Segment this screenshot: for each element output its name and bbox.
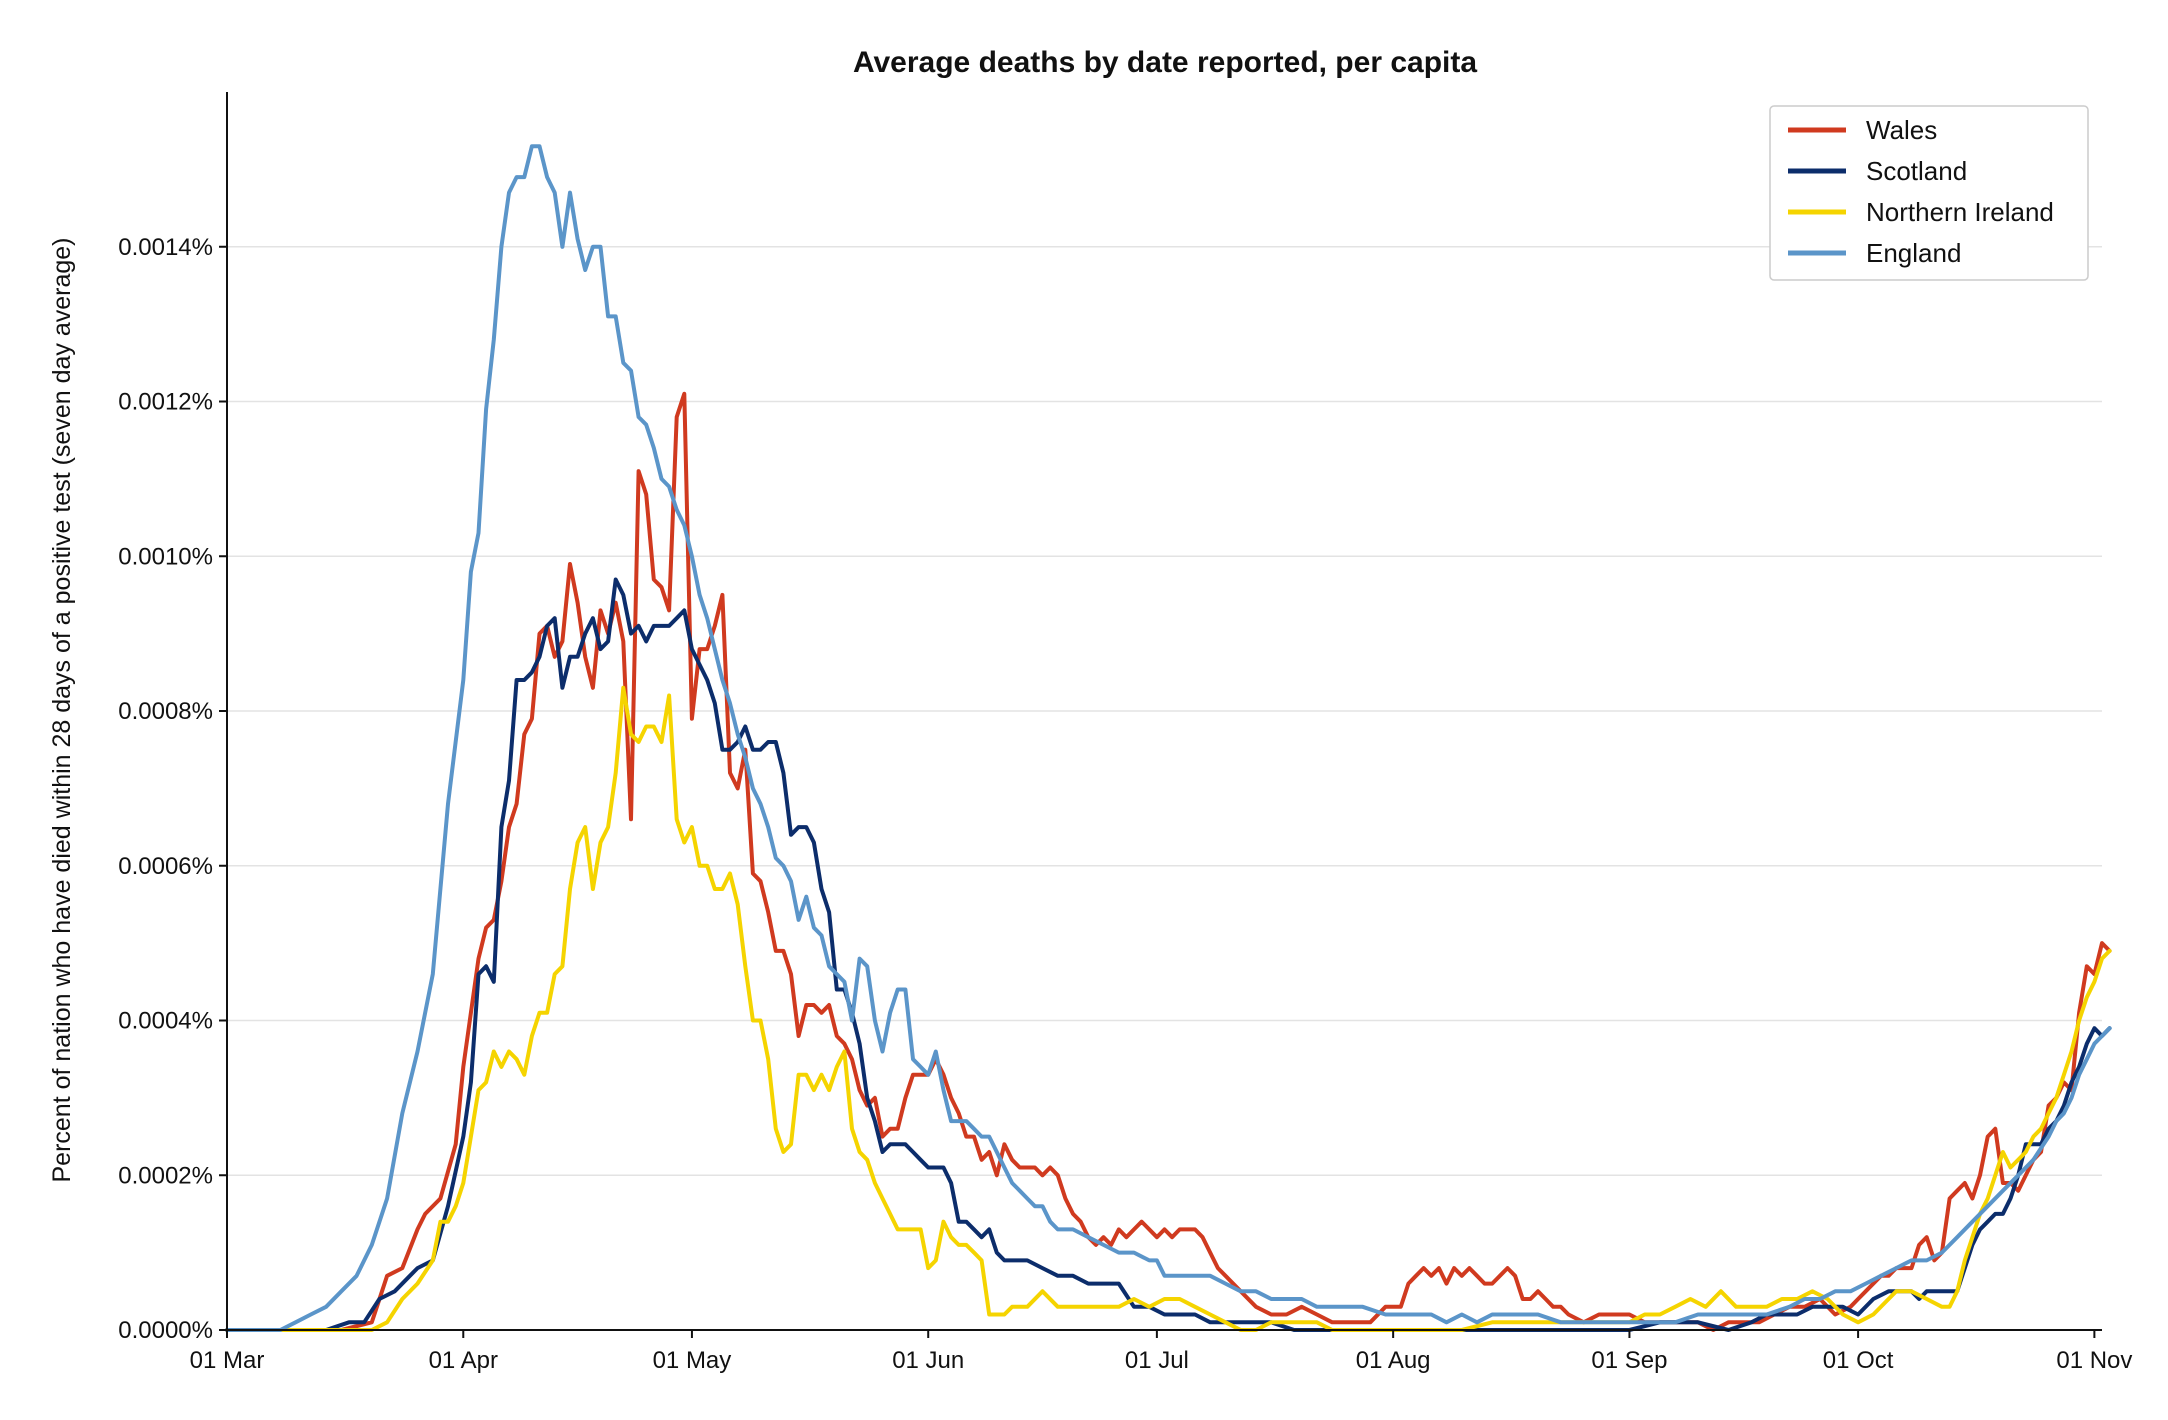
series-line-scotland [225,577,2112,1332]
legend-label-england: England [1866,238,1961,268]
series-line-northern-ireland [225,685,2112,1332]
y-tick-label-0: 0.0000% [118,1317,213,1344]
x-tick-label-6: 01 Sep [1591,1347,1667,1374]
y-tick-label-2: 0.0004% [118,1008,213,1035]
legend-frame [1769,105,2089,281]
y-tick-label-6: 0.0012% [118,389,213,416]
x-tick-label-2: 01 May [653,1347,732,1374]
y-tick-labels: 0.0000% 0.0002% 0.0004% 0.0006% 0.0008% 0.001… [118,234,227,1344]
x-tick-label-0: 01 Mar [190,1347,265,1374]
y-axis-label: Percent of nation who have died within 2… [48,237,76,1182]
y-tick-label-7: 0.0014% [118,234,213,261]
x-tick-labels: 01 Mar 01 Apr 01 May 01 Jun 01 Jul 01 Aug 01 S… [190,1330,2132,1374]
chart-title: Average deaths by date reported, per cap… [853,46,1477,79]
y-tick-label-5: 0.0010% [118,543,213,570]
series-line-england [225,144,2112,1332]
series-line-wales [225,391,2112,1332]
y-tick-label-4: 0.0008% [118,698,213,725]
legend-label-wales: Wales [1866,115,1937,145]
x-tick-label-3: 01 Jun [892,1347,964,1374]
legend-label-northern-ireland: Northern Ireland [1866,197,2054,227]
x-tick-label-8: 01 Nov [2056,1347,2132,1374]
legend-label-scotland: Scotland [1866,156,1967,186]
gridlines [227,246,2102,1176]
legend: Wales Scotland Northern Ireland England [1769,105,2089,281]
y-tick-label-3: 0.0006% [118,853,213,880]
y-tick-label-1: 0.0002% [118,1162,213,1189]
x-tick-label-5: 01 Aug [1356,1347,1431,1374]
x-tick-label-1: 01 Apr [429,1347,498,1374]
x-tick-label-4: 01 Jul [1125,1347,1189,1374]
x-tick-label-7: 01 Oct [1823,1347,1894,1374]
series-lines [225,144,2112,1332]
